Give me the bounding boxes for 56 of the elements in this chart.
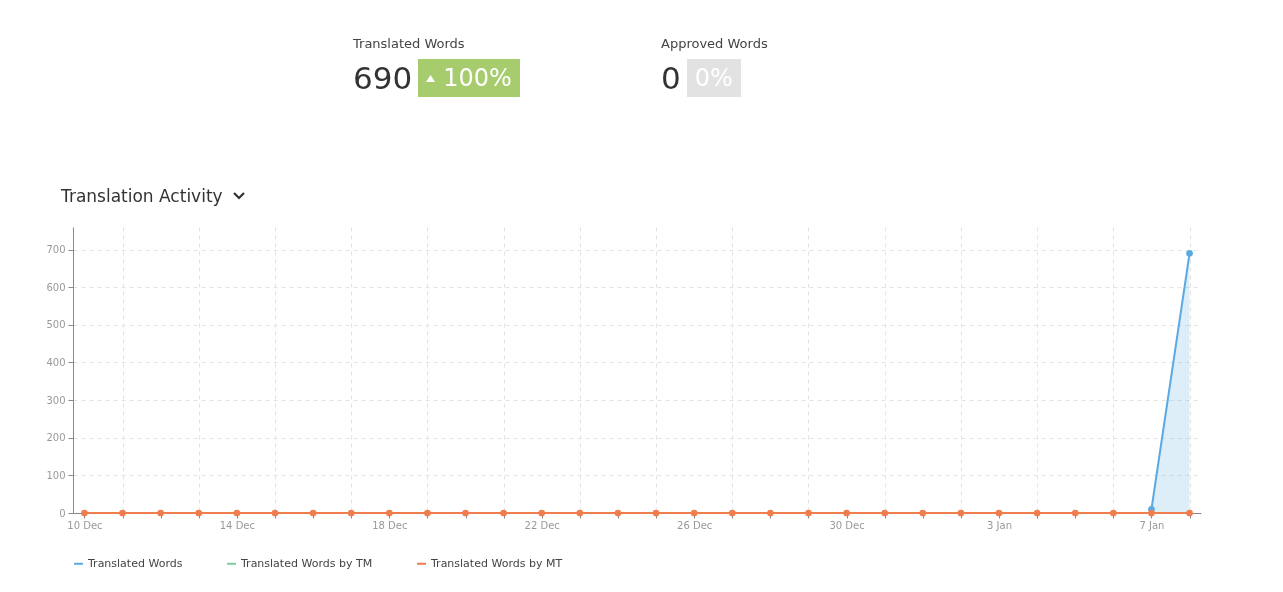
y-tick-label: 200	[46, 432, 66, 444]
point	[843, 509, 850, 517]
point	[805, 509, 812, 517]
y-tick-label: 600	[46, 281, 66, 293]
point	[347, 509, 355, 517]
x-tick-label: 10 Dec	[67, 519, 103, 531]
x-tick-label: 3 Jan	[987, 519, 1013, 531]
point	[1033, 509, 1041, 517]
point	[500, 509, 507, 517]
point	[233, 509, 241, 517]
point	[385, 509, 393, 517]
point	[881, 509, 889, 517]
point	[538, 509, 546, 517]
point	[957, 509, 965, 517]
point	[271, 509, 279, 517]
point	[81, 509, 88, 517]
point	[728, 509, 736, 517]
point	[919, 509, 927, 517]
y-tick-label: 400	[46, 356, 66, 368]
point	[195, 509, 203, 517]
text: 0	[661, 60, 681, 96]
x-tick-label: 7 Jan	[1139, 519, 1165, 531]
point	[1148, 509, 1155, 517]
text: 690	[353, 60, 413, 96]
point	[1110, 509, 1117, 517]
x-tick-label: 14 Dec	[219, 519, 255, 531]
y-tick-label: 100	[46, 469, 66, 481]
y-tick-label: 300	[46, 394, 66, 406]
point	[1186, 249, 1193, 257]
chart-title: Translation Activity	[61, 186, 223, 206]
x-tick-label: 26 Dec	[677, 519, 713, 531]
x-tick-label: 30 Dec	[829, 519, 865, 531]
point	[690, 509, 698, 517]
legend-label: Translated Words by MT	[430, 556, 563, 570]
point	[614, 509, 622, 517]
legend-label: Translated Words by TM	[240, 556, 373, 570]
legend-label: Translated Words	[87, 556, 183, 570]
point	[995, 509, 1003, 517]
y-tick-label: 0	[59, 507, 66, 519]
text: Approved Words	[661, 36, 768, 51]
text: Translated Words	[353, 36, 466, 51]
x-tick-label: 18 Dec	[372, 519, 408, 531]
point	[767, 509, 774, 517]
point	[652, 509, 660, 517]
point	[462, 509, 469, 517]
point	[1071, 509, 1079, 517]
point	[1186, 509, 1193, 517]
point	[309, 509, 317, 517]
point	[576, 509, 584, 517]
point	[157, 509, 164, 517]
text: 100%	[443, 64, 512, 92]
y-tick-label: 700	[46, 244, 66, 256]
point	[119, 509, 126, 517]
point	[424, 509, 431, 517]
x-tick-label: 22 Dec	[524, 519, 560, 531]
y-tick-label: 500	[46, 319, 66, 331]
